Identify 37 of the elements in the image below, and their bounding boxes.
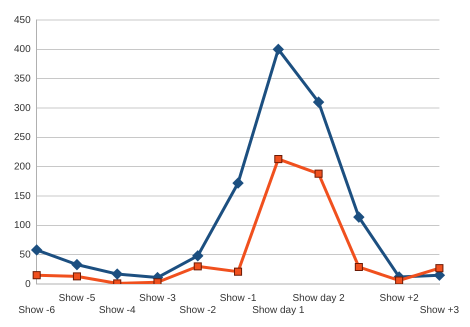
x-tick-label: Show -1	[220, 292, 257, 304]
point	[354, 262, 363, 272]
x-tick-label: Show +2	[380, 292, 420, 304]
y-tick-label: 250	[14, 132, 32, 144]
point	[313, 96, 324, 108]
point	[234, 268, 242, 276]
x-tick-label: Show +3	[420, 304, 460, 316]
point	[395, 276, 404, 284]
x-tick-label: Show day 2	[292, 292, 346, 304]
x-tick-label: Show -5	[58, 292, 96, 304]
point	[32, 271, 41, 280]
y-tick-label: 50	[20, 249, 32, 260]
point	[272, 44, 284, 55]
point	[72, 272, 81, 280]
point	[71, 259, 82, 270]
y-tick-label: 450	[14, 14, 32, 26]
x-tick-label: Show -2	[179, 304, 217, 316]
x-tick-label: Show -3	[139, 292, 176, 304]
y-tick-label: 400	[14, 44, 32, 56]
x-tick-label: Show -6	[18, 304, 56, 316]
x-tick-label: Show day 1	[252, 304, 305, 316]
y-tick-label: 0	[25, 278, 32, 290]
point	[192, 250, 204, 262]
point	[353, 212, 364, 223]
point	[194, 262, 202, 270]
point	[31, 244, 42, 256]
point	[274, 155, 282, 164]
y-tick-label: 200	[14, 161, 32, 172]
y-tick-label: 150	[14, 190, 32, 202]
point	[314, 170, 323, 178]
y-tick-label: 300	[14, 102, 32, 114]
point	[435, 264, 444, 272]
x-tick-label: Show -4	[98, 304, 136, 316]
point	[232, 178, 244, 189]
y-tick-label: 350	[14, 73, 32, 84]
point	[112, 268, 123, 280]
y-tick-label: 100	[14, 220, 32, 232]
